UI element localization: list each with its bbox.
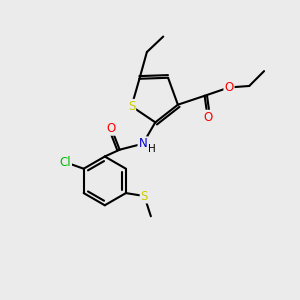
Text: Cl: Cl (59, 156, 71, 169)
Text: S: S (141, 190, 148, 202)
Text: S: S (128, 100, 135, 113)
Text: O: O (224, 81, 234, 94)
Text: O: O (203, 111, 212, 124)
Text: H: H (148, 144, 156, 154)
Text: N: N (139, 137, 147, 150)
Text: O: O (107, 122, 116, 135)
